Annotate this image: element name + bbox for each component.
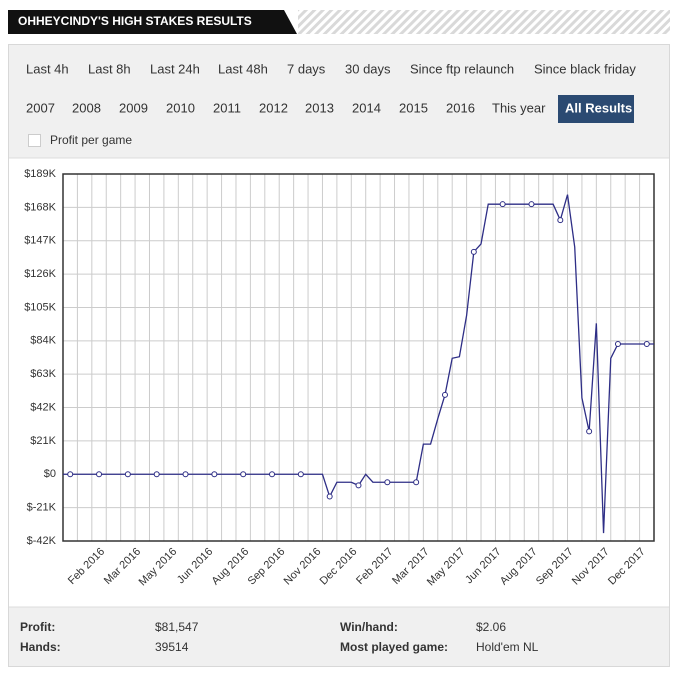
- filter-button[interactable]: 2015: [399, 100, 428, 115]
- stat-label: Win/hand:: [340, 620, 398, 634]
- filter-button[interactable]: This year: [492, 100, 546, 115]
- filter-button[interactable]: Since ftp relaunch: [410, 61, 514, 76]
- point: [211, 471, 218, 478]
- checkbox-label[interactable]: Profit per game: [50, 133, 132, 147]
- stat-label: Most played game:: [340, 640, 448, 654]
- y-tick-label: $-42K: [27, 535, 57, 547]
- point: [557, 217, 564, 224]
- y-tick-label: $63K: [30, 368, 56, 380]
- point: [67, 471, 74, 478]
- active-button-bg: [558, 95, 634, 123]
- y-tick-label: $147K: [24, 235, 56, 247]
- point: [96, 471, 103, 478]
- stat-label: Profit:: [20, 620, 55, 634]
- filter-button[interactable]: 2012: [259, 100, 288, 115]
- point: [269, 471, 276, 478]
- filter-button[interactable]: 2009: [119, 100, 148, 115]
- filter-button[interactable]: 2011: [213, 100, 241, 115]
- stat-value: Hold'em NL: [476, 640, 539, 654]
- point: [297, 471, 304, 478]
- stat-value: $2.06: [476, 620, 506, 634]
- filter-button[interactable]: Last 48h: [218, 61, 268, 76]
- filter-button[interactable]: Last 8h: [88, 61, 131, 76]
- checkbox[interactable]: [28, 134, 41, 147]
- header-stripes: [298, 10, 670, 34]
- point: [586, 428, 593, 435]
- point: [153, 471, 160, 478]
- header-title: OHHEYCINDY'S HIGH STAKES RESULTS: [18, 14, 252, 28]
- y-tick-label: $84K: [30, 335, 56, 347]
- filter-button[interactable]: 7 days: [287, 61, 326, 76]
- point: [182, 471, 189, 478]
- point: [326, 493, 333, 500]
- chart-area: [9, 158, 669, 607]
- active-filter-button[interactable]: All Results: [565, 100, 632, 115]
- stat-label: Hands:: [20, 640, 61, 654]
- y-tick-label: $189K: [24, 168, 56, 180]
- point: [413, 479, 420, 486]
- point: [124, 471, 131, 478]
- filter-button[interactable]: 2010: [166, 100, 195, 115]
- filter-button[interactable]: Since black friday: [534, 61, 636, 76]
- point: [355, 482, 362, 489]
- filter-button[interactable]: 2007: [26, 100, 55, 115]
- filter-button[interactable]: 2013: [305, 100, 334, 115]
- point: [384, 479, 391, 486]
- filter-button[interactable]: 2016: [446, 100, 475, 115]
- y-tick-label: $21K: [30, 435, 56, 447]
- plot-border: [62, 173, 655, 542]
- point: [441, 391, 448, 398]
- point: [499, 201, 506, 208]
- point: [528, 201, 535, 208]
- filter-button[interactable]: Last 4h: [26, 61, 69, 76]
- header-tab: [8, 10, 297, 34]
- point: [614, 340, 621, 347]
- y-tick-label: $105K: [24, 301, 56, 313]
- filter-button[interactable]: 2014: [352, 100, 381, 115]
- y-tick-label: $168K: [24, 201, 56, 213]
- filter-button[interactable]: Last 24h: [150, 61, 200, 76]
- y-tick-label: $0: [44, 468, 56, 480]
- point: [470, 248, 477, 255]
- y-tick-label: $-21K: [27, 502, 57, 514]
- point: [240, 471, 247, 478]
- y-tick-label: $126K: [24, 268, 56, 280]
- y-tick-label: $42K: [30, 401, 56, 413]
- stat-value: $81,547: [155, 620, 199, 634]
- filter-button[interactable]: 2008: [72, 100, 101, 115]
- stat-value: 39514: [155, 640, 189, 654]
- filter-button[interactable]: 30 days: [345, 61, 391, 76]
- point: [643, 340, 650, 347]
